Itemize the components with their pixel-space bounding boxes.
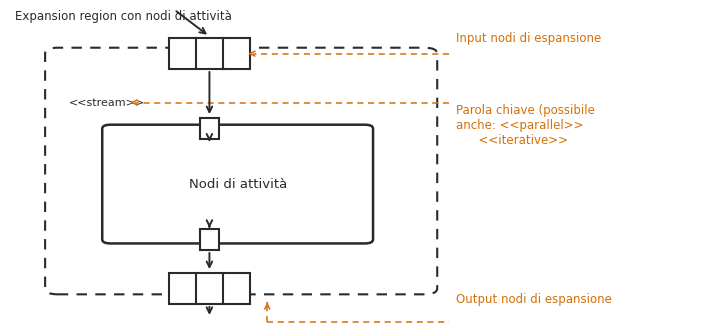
FancyBboxPatch shape: [102, 125, 373, 243]
Text: <<stream>>: <<stream>>: [69, 97, 144, 108]
Text: Parola chiave (possibile
anche: <<parallel>>
      <<iterative>>: Parola chiave (possibile anche: <<parall…: [456, 104, 595, 147]
FancyBboxPatch shape: [45, 48, 438, 294]
Bar: [169, 38, 250, 69]
Text: Input nodi di espansione: Input nodi di espansione: [456, 32, 602, 45]
Text: Expansion region con nodi di attività: Expansion region con nodi di attività: [16, 10, 232, 23]
Bar: [200, 229, 219, 250]
Text: Output nodi di espansione: Output nodi di espansione: [456, 293, 612, 306]
Text: Nodi di attività: Nodi di attività: [188, 178, 287, 190]
Bar: [169, 273, 250, 304]
Bar: [200, 118, 219, 139]
